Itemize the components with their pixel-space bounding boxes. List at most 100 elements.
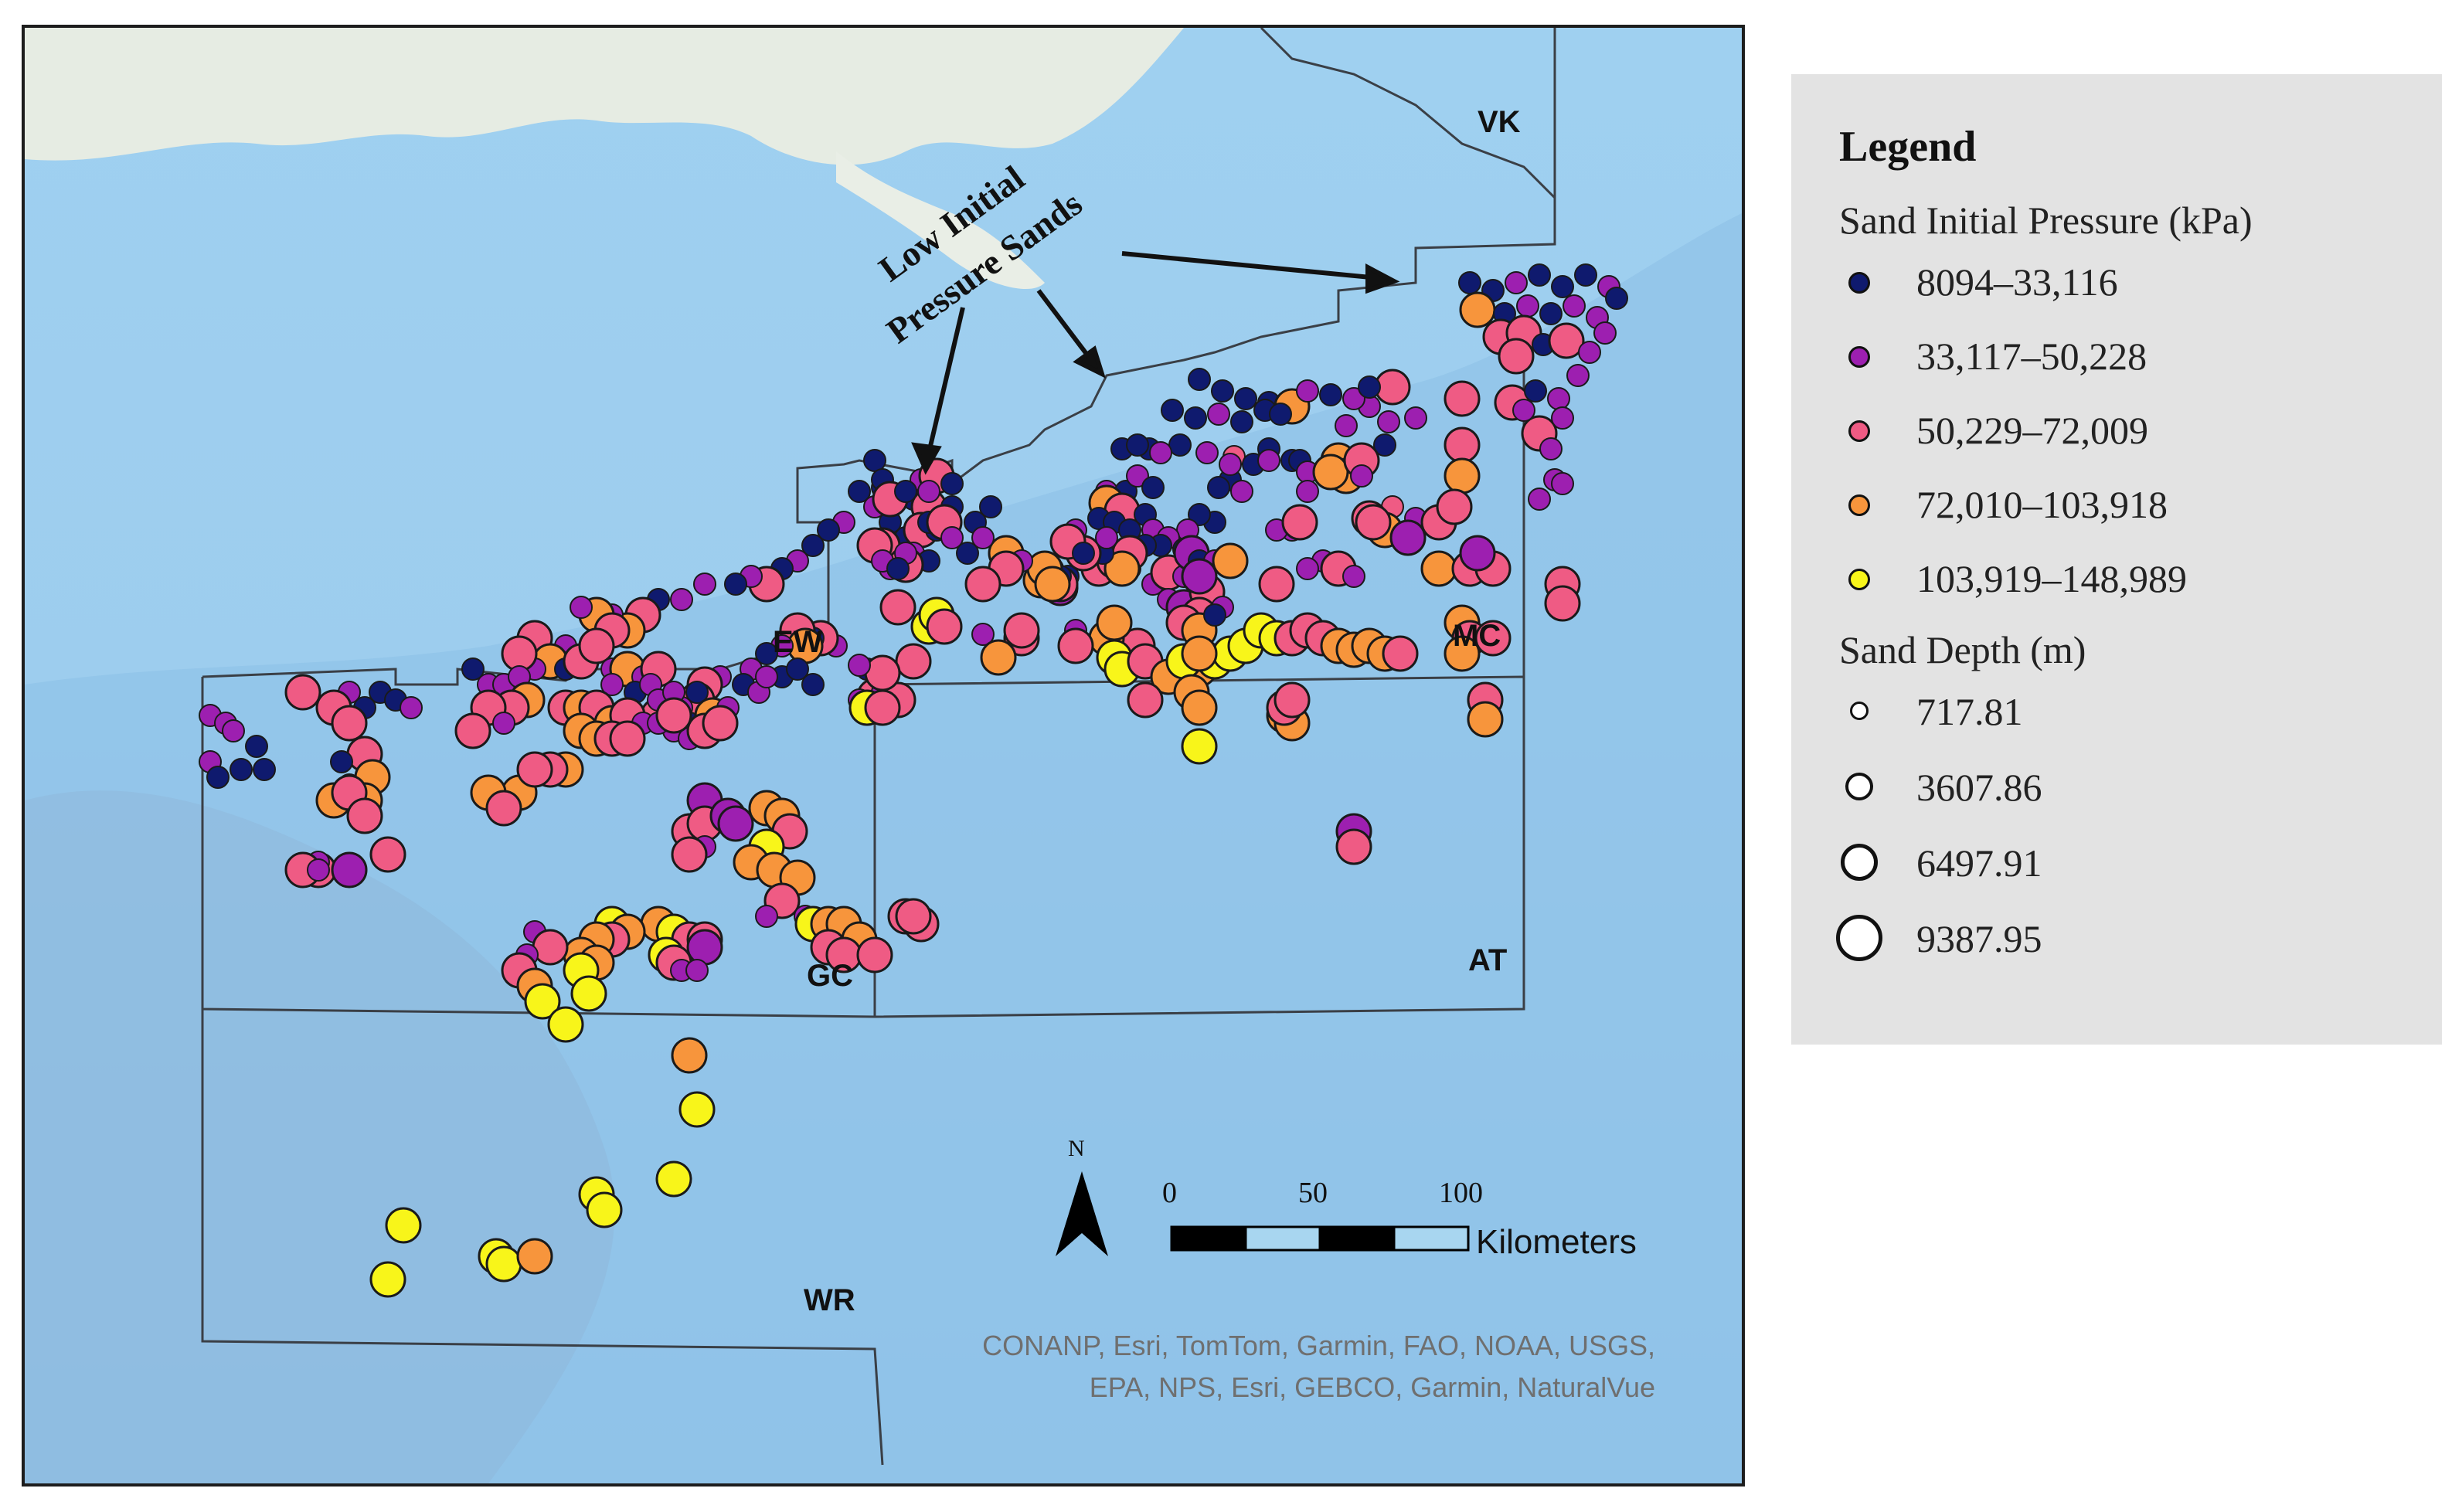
sand-point (1444, 380, 1481, 417)
legend-title: Legend (1839, 123, 1977, 171)
depth-class-1-label: 717.81 (1916, 690, 2023, 733)
sand-point (971, 526, 995, 549)
sand-point (786, 657, 809, 681)
sand-point (1459, 535, 1496, 572)
sand-point (1528, 263, 1551, 287)
sand-point (1072, 542, 1095, 565)
sand-point (1095, 526, 1118, 549)
sand-point (1230, 480, 1253, 503)
sand-point (801, 673, 825, 696)
sand-point (1578, 341, 1601, 364)
sand-point (369, 836, 406, 873)
sand-point (917, 480, 940, 503)
north-arrow-icon (1056, 1171, 1108, 1256)
sand-point (655, 697, 692, 734)
sand-point (1524, 379, 1547, 403)
sand-point (1335, 414, 1358, 437)
scale-tick-100: 100 (1439, 1177, 1483, 1209)
sand-point (1539, 437, 1563, 460)
sand-point (1444, 426, 1481, 464)
legend-item-pressure-5: 103,919–148,989 (1839, 549, 2426, 610)
sand-point (1003, 612, 1040, 649)
sand-point (578, 627, 615, 664)
sand-point (1355, 504, 1392, 541)
sand-point (1373, 433, 1396, 457)
sand-point (1458, 271, 1481, 294)
sand-point (864, 654, 901, 691)
sand-point (1335, 828, 1372, 865)
sand-point (678, 1091, 716, 1128)
scale-tick-50: 50 (1298, 1177, 1328, 1209)
sand-point (671, 1037, 708, 1074)
sand-point (717, 805, 754, 842)
sand-point (671, 836, 708, 873)
sand-point (1188, 503, 1211, 526)
sand-point (685, 959, 709, 982)
sand-point (1211, 379, 1234, 403)
sand-point (1512, 399, 1535, 422)
pressure-class-4-label: 72,010–103,918 (1916, 483, 2168, 526)
map-canvas[interactable]: Low Initial Pressure Sands VK MC GC AT W… (25, 28, 1742, 1483)
sand-point (586, 1191, 623, 1228)
legend-item-depth-4: 9387.95 (1836, 909, 2426, 970)
sand-point (686, 929, 723, 966)
sand-point (1230, 410, 1253, 433)
sand-point (1126, 433, 1149, 457)
sand-point (1281, 504, 1318, 541)
sand-point (1544, 585, 1581, 622)
map-frame[interactable]: Low Initial Pressure Sands VK MC GC AT W… (22, 25, 1745, 1487)
sand-point (454, 712, 491, 749)
sand-point (1161, 399, 1184, 422)
depth-legend-title: Sand Depth (m) (1839, 628, 2086, 671)
sand-point (670, 588, 693, 611)
sand-point (1181, 635, 1218, 672)
sand-point (926, 608, 963, 645)
pressure-class-2-label: 33,117–50,228 (1916, 335, 2147, 378)
sand-point (685, 681, 709, 704)
sand-point (1505, 271, 1528, 294)
sand-point (1563, 294, 1586, 318)
sand-point (886, 557, 910, 580)
pressure-class-5-symbol (1848, 569, 1870, 590)
sand-point (570, 596, 593, 619)
sand-point (755, 642, 778, 665)
region-label-wr: WR (804, 1283, 855, 1317)
sand-point (1498, 338, 1535, 375)
pressure-class-1-label: 8094–33,116 (1916, 260, 2118, 304)
sand-point (253, 758, 276, 781)
sand-point (702, 705, 739, 742)
sand-point (1296, 557, 1319, 580)
sand-point (1127, 681, 1164, 719)
attribution-line-2: EPA, NPS, Esri, GEBCO, Garmin, NaturalVu… (1090, 1371, 1655, 1403)
sand-point (307, 858, 330, 882)
sand-point (1528, 488, 1551, 511)
abyssal-relief (25, 790, 615, 1483)
sand-point (1548, 322, 1585, 359)
sand-point (979, 495, 1002, 518)
north-label: N (1068, 1136, 1085, 1161)
sand-point (516, 1238, 553, 1275)
sand-point (1126, 464, 1149, 488)
sand-point (385, 1207, 422, 1244)
sand-point (600, 673, 624, 696)
sand-point (724, 573, 747, 596)
depth-class-2-symbol (1845, 773, 1873, 800)
sand-point (331, 851, 368, 889)
pressure-class-3-label: 50,229–72,009 (1916, 409, 2148, 452)
pressure-class-1-symbol (1848, 272, 1870, 294)
sand-point (1551, 472, 1574, 495)
depth-class-3-symbol (1841, 844, 1878, 881)
sand-point (1444, 457, 1481, 494)
sand-point (755, 905, 778, 928)
sand-point (879, 589, 916, 626)
sand-point (1436, 488, 1473, 525)
sand-point (1188, 368, 1211, 391)
sand-point (1444, 635, 1481, 672)
legend-item-depth-2: 3607.86 (1839, 757, 2426, 819)
sand-point (940, 472, 964, 495)
sand-point (895, 898, 932, 935)
pressure-class-4-symbol (1848, 494, 1870, 516)
region-label-gc: GC (807, 959, 853, 993)
depth-class-3-label: 6497.91 (1916, 841, 2042, 885)
sand-point (485, 1245, 522, 1283)
